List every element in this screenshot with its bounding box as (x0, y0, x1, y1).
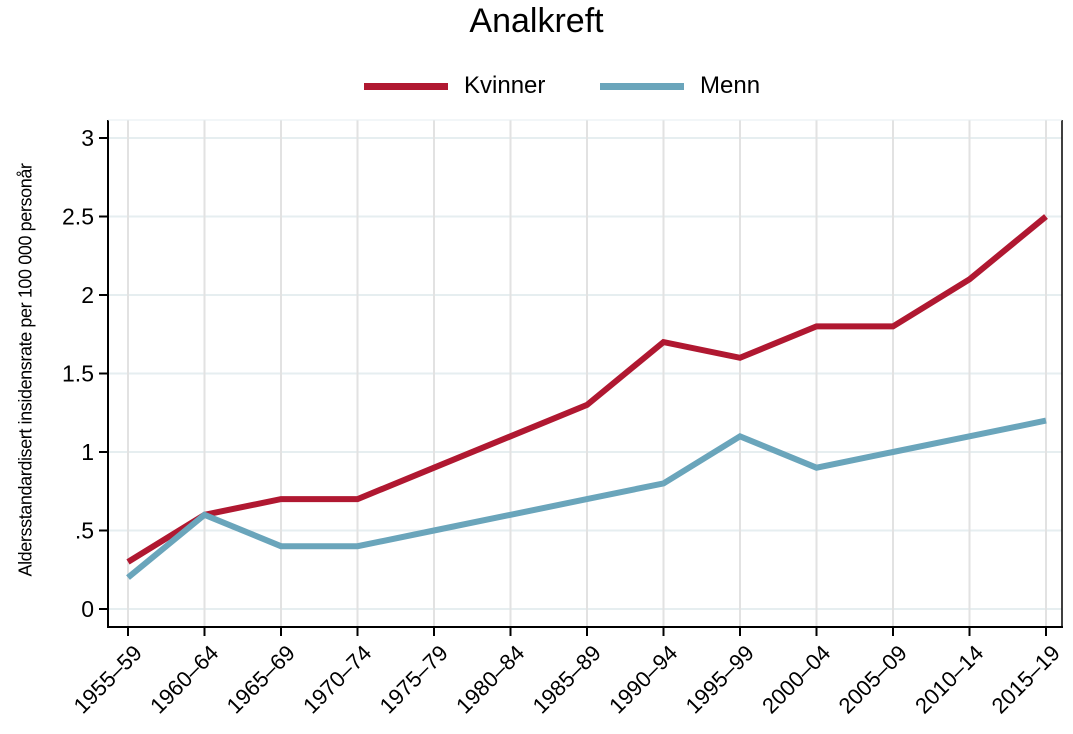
x-tick-label: 1970–74 (298, 640, 376, 718)
x-tick-label: 1990–94 (604, 640, 682, 718)
series-line-kvinner (126, 214, 1048, 565)
y-tick-label: 1.5 (62, 361, 94, 387)
x-tick-label: 1955–59 (69, 640, 147, 718)
legend-label-menn: Menn (700, 72, 761, 99)
x-tick-label: 1965–69 (222, 640, 300, 718)
y-tick-label: 2 (81, 282, 94, 308)
x-tick-label: 1960–64 (145, 640, 223, 718)
y-tick-label: .5 (75, 518, 94, 544)
gridlines (108, 120, 1062, 627)
x-tick-label: 2015–19 (987, 640, 1065, 718)
y-tick-label: 2.5 (62, 204, 94, 230)
y-tick-label: 1 (81, 439, 94, 465)
x-tick-label: 1995–99 (681, 640, 759, 718)
legend-swatch-menn (600, 82, 684, 90)
y-tick-label: 3 (81, 125, 94, 151)
y-tick-label: 0 (81, 596, 94, 622)
x-tick-label: 1975–79 (375, 640, 453, 718)
x-tick-label: 1980–84 (451, 640, 529, 718)
y-axis-ticks: 0 .5 1 1.5 2 2.5 3 (62, 125, 108, 622)
legend-label-kvinner: Kvinner (464, 72, 546, 99)
chart-title: Analkreft (469, 2, 604, 40)
legend-item-menn: Menn (600, 70, 760, 102)
x-tick-label: 2010–14 (910, 640, 988, 718)
legend-item-kvinner: Kvinner (364, 70, 545, 102)
legend: Kvinner Menn (0, 70, 1073, 102)
data-lines (126, 214, 1048, 580)
legend-swatch-kvinner (364, 82, 448, 90)
series-line-menn (126, 417, 1047, 580)
x-tick-label: 2000–04 (757, 640, 835, 718)
x-tick-label: 1985–89 (528, 640, 606, 718)
x-axis-ticks: 1955–591960–641965–691970–741975–791980–… (69, 627, 1065, 718)
x-tick-label: 2005–09 (834, 640, 912, 718)
